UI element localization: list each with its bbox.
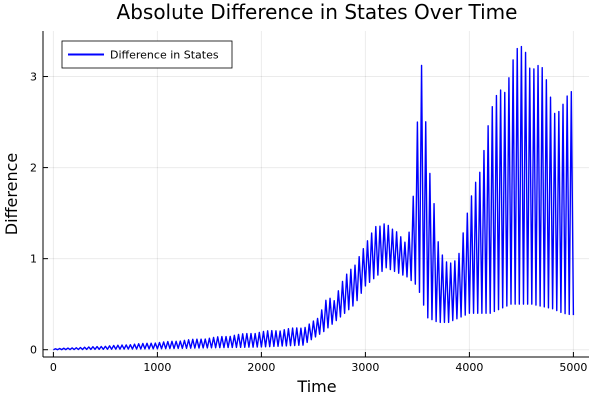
series-line (53, 45, 575, 351)
x-tick-label: 0 (50, 361, 57, 374)
chart-title: Absolute Difference in States Over Time (117, 0, 518, 24)
y-tick-label: 0 (30, 344, 37, 357)
ticks: 0 1000 2000 3000 4000 5000 0 1 2 3 (30, 71, 587, 374)
axes (42, 31, 589, 358)
grid (43, 31, 589, 357)
y-tick-label: 1 (30, 253, 37, 266)
y-tick-label: 2 (30, 162, 37, 175)
x-tick-label: 2000 (247, 361, 275, 374)
x-tick-label: 4000 (455, 361, 483, 374)
legend: Difference in States (61, 40, 233, 69)
x-tick-label: 3000 (351, 361, 379, 374)
x-tick-label: 1000 (143, 361, 171, 374)
x-axis-label: Time (296, 377, 336, 396)
y-axis-label: Difference (2, 153, 21, 235)
series-lines (53, 45, 575, 351)
x-tick-label: 5000 (559, 361, 587, 374)
y-tick-label: 3 (30, 71, 37, 84)
legend-label: Difference in States (110, 49, 219, 62)
